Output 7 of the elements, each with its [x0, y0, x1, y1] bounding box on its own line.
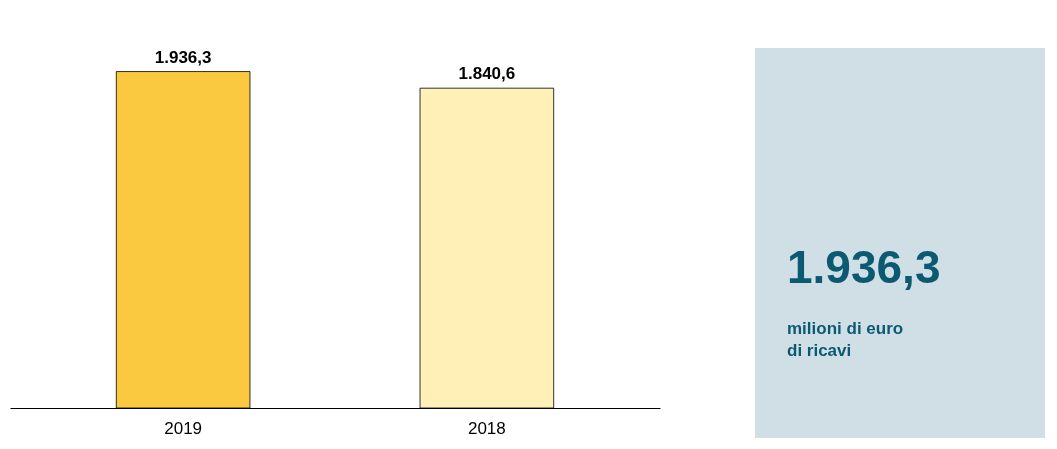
data-label: 1.936,3	[154, 47, 212, 67]
text: di ricavi	[787, 341, 852, 360]
text: milioni di euro	[787, 319, 904, 338]
data-label: 1.840,6	[458, 64, 516, 84]
x-tick-label: 2018	[467, 418, 506, 438]
text: 1.936,3	[787, 241, 941, 293]
x-tick-label: 2019	[164, 418, 203, 438]
